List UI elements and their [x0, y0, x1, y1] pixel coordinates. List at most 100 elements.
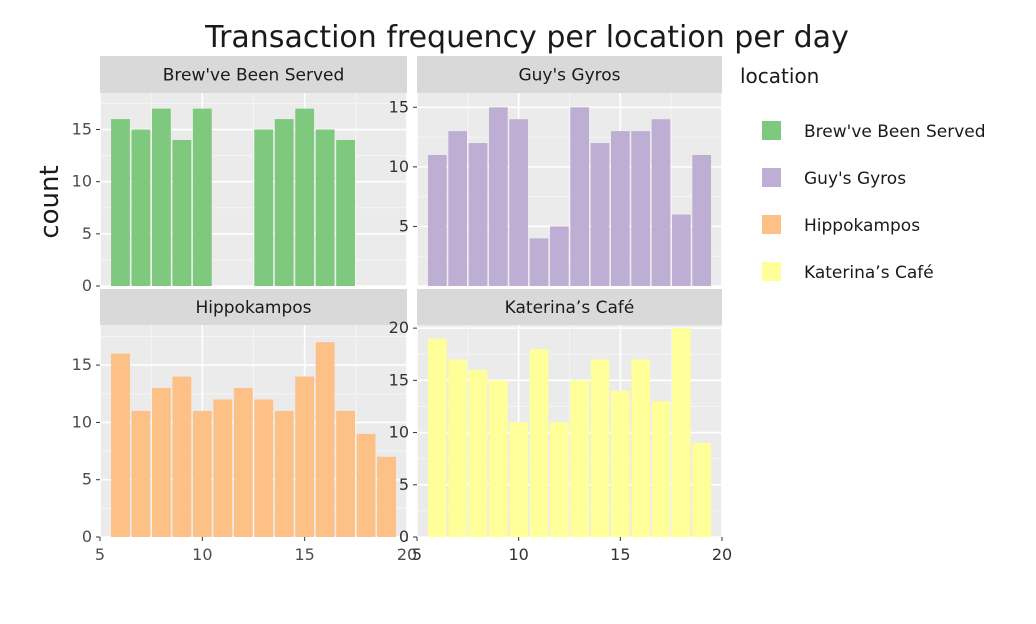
bar [254, 399, 274, 537]
legend-key [762, 121, 781, 140]
y-tick-label: 0 [82, 527, 92, 546]
bar [377, 456, 396, 537]
x-tick-label: 10 [508, 545, 528, 564]
bar [509, 422, 529, 537]
legend-key [762, 168, 781, 187]
legend-label: Guy's Gyros [804, 169, 906, 189]
bar [549, 226, 569, 286]
bar [631, 131, 651, 286]
bar [427, 338, 447, 537]
bar [448, 131, 468, 286]
bar [192, 108, 212, 286]
bar [336, 410, 356, 537]
bar [315, 129, 335, 286]
bar [509, 119, 529, 286]
bar [488, 107, 508, 286]
facet-strip [417, 289, 722, 325]
bar [631, 359, 651, 537]
legend-key [762, 215, 781, 234]
bar [151, 108, 171, 286]
facet-strip [417, 56, 722, 93]
bar [427, 154, 447, 286]
facet-panel: Brew've Been Served 0 5 10 15 [72, 56, 407, 295]
bar [671, 328, 691, 537]
bar [131, 129, 151, 286]
y-tick-label: 5 [399, 475, 409, 494]
y-tick-label: 10 [389, 157, 409, 176]
bar [254, 129, 274, 286]
facet-strip [100, 56, 407, 93]
facet-strip-label: Katerina’s Café [505, 298, 635, 318]
bar [610, 131, 630, 286]
bar [213, 399, 233, 537]
y-tick-label: 5 [82, 224, 92, 243]
bar [111, 353, 130, 537]
bar [468, 369, 488, 537]
bar [692, 154, 712, 286]
bar [590, 359, 610, 537]
bar [692, 443, 712, 537]
x-tick-label: 5 [412, 545, 422, 564]
x-tick-label: 20 [397, 545, 417, 564]
bar [488, 380, 508, 537]
legend-title: location [740, 64, 819, 88]
y-tick-label: 15 [389, 97, 409, 116]
x-tick-label: 15 [294, 545, 314, 564]
x-tick-label: 20 [712, 545, 732, 564]
facet-strip-label: Brew've Been Served [163, 66, 345, 86]
facet-strip [100, 289, 407, 325]
y-tick-label: 0 [82, 276, 92, 295]
bar [570, 107, 590, 286]
y-tick-label: 10 [72, 172, 92, 191]
bar [529, 349, 549, 537]
bar [233, 388, 253, 537]
bar [529, 238, 549, 286]
bar [192, 410, 212, 537]
legend-label: Brew've Been Served [804, 122, 986, 142]
facet-panel: Guy's Gyros 5 10 15 [389, 56, 722, 286]
bar [172, 139, 192, 286]
facet-strip-label: Guy's Gyros [518, 66, 620, 86]
bar [549, 422, 569, 537]
bar [468, 143, 488, 286]
x-tick-label: 5 [95, 545, 105, 564]
y-tick-label: 0 [399, 527, 409, 546]
chart-title: Transaction frequency per location per d… [204, 20, 849, 55]
y-tick-label: 10 [389, 423, 409, 442]
x-tick-label: 10 [192, 545, 212, 564]
bar [172, 376, 192, 537]
legend-label: Hippokampos [804, 216, 920, 236]
bar [671, 214, 691, 286]
y-tick-label: 15 [389, 370, 409, 389]
legend-label: Katerina’s Café [804, 263, 934, 283]
bar [448, 359, 468, 537]
y-axis-label: count [35, 165, 65, 238]
bar [610, 390, 630, 537]
bar [274, 119, 294, 286]
x-tick-label: 15 [610, 545, 630, 564]
y-tick-label: 10 [72, 412, 92, 431]
y-tick-label: 5 [399, 216, 409, 235]
bar [131, 410, 151, 537]
y-tick-label: 15 [72, 120, 92, 139]
bar [336, 139, 356, 286]
legend: location Brew've Been Served Guy's Gyros H… [740, 64, 986, 283]
bar [295, 376, 315, 537]
bar [315, 342, 335, 537]
bar [356, 433, 376, 537]
bar [651, 401, 671, 537]
legend-key [762, 262, 781, 281]
bar [570, 380, 590, 537]
facet-strip-label: Hippokampos [195, 298, 311, 318]
bar [111, 119, 130, 286]
bar [274, 410, 294, 537]
bar [151, 388, 171, 537]
y-tick-label: 15 [72, 355, 92, 374]
y-tick-label: 20 [389, 318, 409, 337]
bar [590, 143, 610, 286]
bar [295, 108, 315, 286]
